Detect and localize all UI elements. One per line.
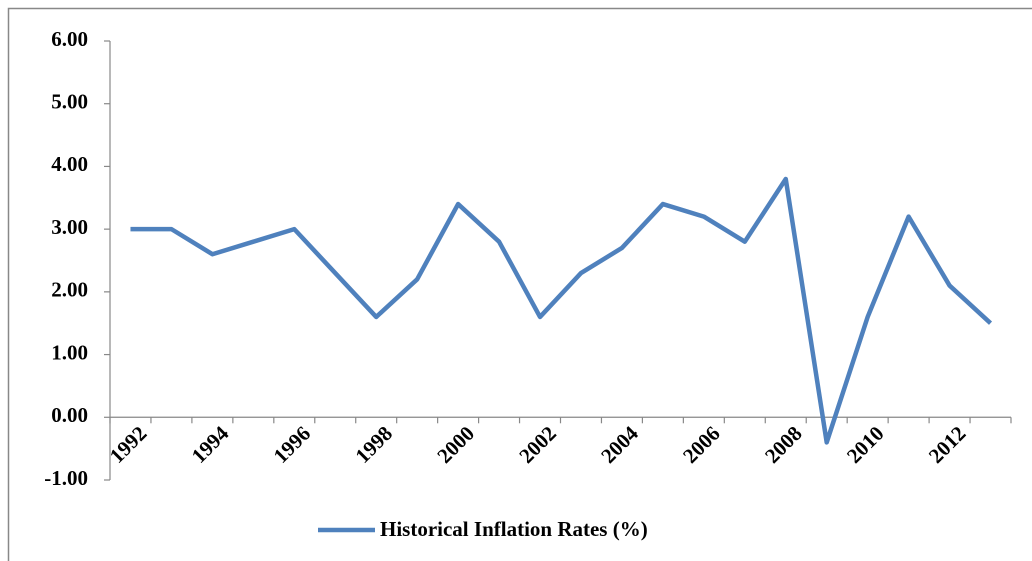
legend-label: Historical Inflation Rates (%) xyxy=(380,517,648,541)
x-tick-label: 2008 xyxy=(760,421,807,468)
y-tick-label: -1.00 xyxy=(44,466,88,490)
y-tick-label: 4.00 xyxy=(51,152,88,176)
x-tick-label: 1992 xyxy=(105,421,152,468)
y-tick-label: 1.00 xyxy=(51,340,88,364)
y-tick-label: 5.00 xyxy=(51,90,88,114)
y-tick-label: 2.00 xyxy=(51,278,88,302)
y-tick-label: 3.00 xyxy=(51,215,88,239)
x-tick-label: 2000 xyxy=(432,421,479,468)
x-tick-label: 2010 xyxy=(842,421,889,468)
x-tick-label: 1994 xyxy=(187,421,234,468)
data-line xyxy=(130,176,993,445)
x-tick-label: 1998 xyxy=(350,421,397,468)
x-tick-label: 1996 xyxy=(269,421,316,468)
x-tick-label: 2012 xyxy=(924,421,971,468)
chart-border xyxy=(7,7,1032,561)
y-tick-label: 0.00 xyxy=(51,403,88,427)
y-tick-label: 6.00 xyxy=(51,27,88,51)
x-tick-label: 2006 xyxy=(678,421,725,468)
x-tick-label: 2004 xyxy=(596,421,643,468)
x-tick-label: 2002 xyxy=(514,421,561,468)
